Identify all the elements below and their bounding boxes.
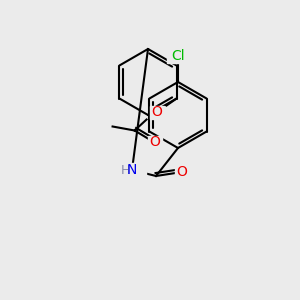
- Text: N: N: [127, 163, 137, 177]
- Text: O: O: [151, 106, 162, 119]
- Bar: [118, 163, 146, 177]
- Text: O: O: [149, 136, 160, 149]
- Text: H: H: [121, 164, 130, 176]
- Bar: [150, 106, 164, 119]
- Text: O: O: [177, 165, 188, 179]
- Bar: [175, 166, 189, 178]
- Text: Cl: Cl: [171, 49, 185, 63]
- Bar: [148, 136, 162, 149]
- Bar: [167, 50, 189, 62]
